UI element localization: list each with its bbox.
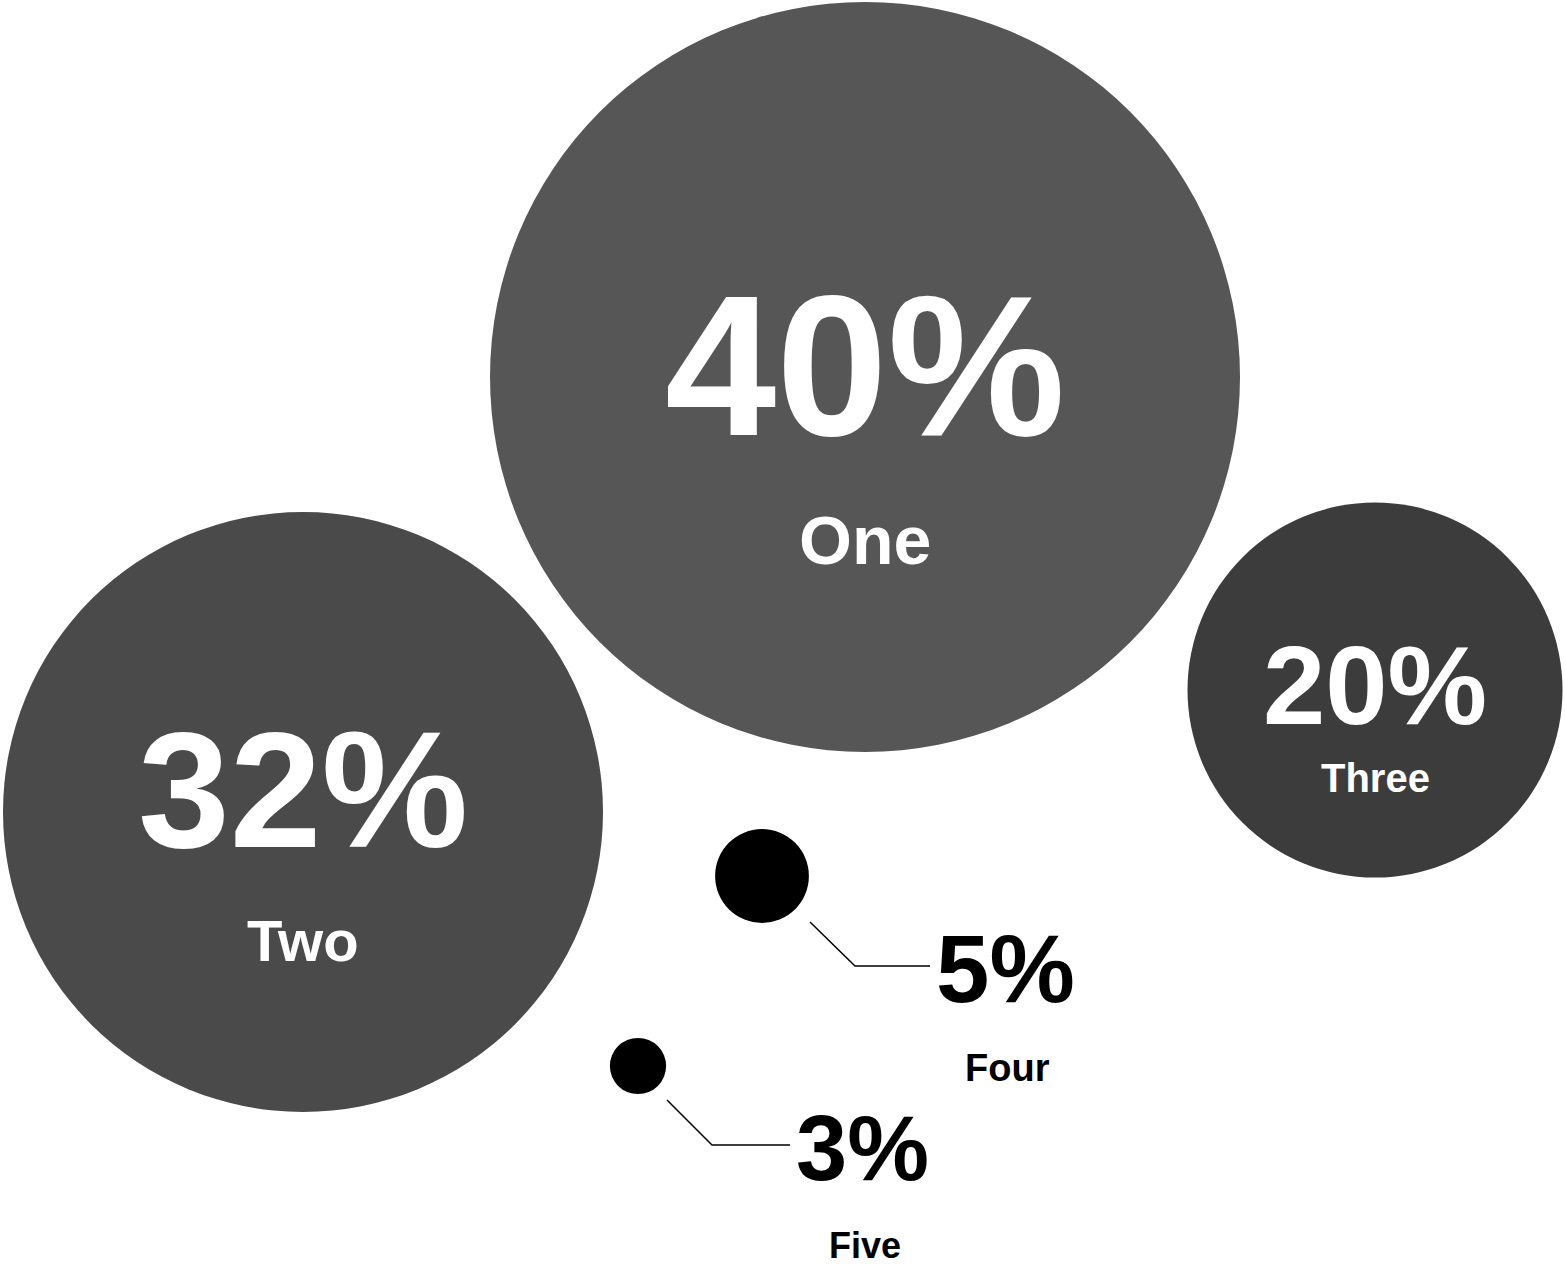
svg-text:Two: Two bbox=[247, 908, 359, 973]
svg-text:3%: 3% bbox=[796, 1097, 929, 1199]
svg-text:Three: Three bbox=[1321, 756, 1430, 800]
svg-text:Four: Four bbox=[965, 1047, 1050, 1089]
svg-text:40%: 40% bbox=[665, 254, 1065, 477]
svg-text:32%: 32% bbox=[138, 698, 468, 882]
svg-text:5%: 5% bbox=[936, 915, 1075, 1022]
svg-text:One: One bbox=[799, 502, 931, 578]
svg-text:Five: Five bbox=[829, 1225, 901, 1266]
svg-text:20%: 20% bbox=[1263, 623, 1487, 748]
